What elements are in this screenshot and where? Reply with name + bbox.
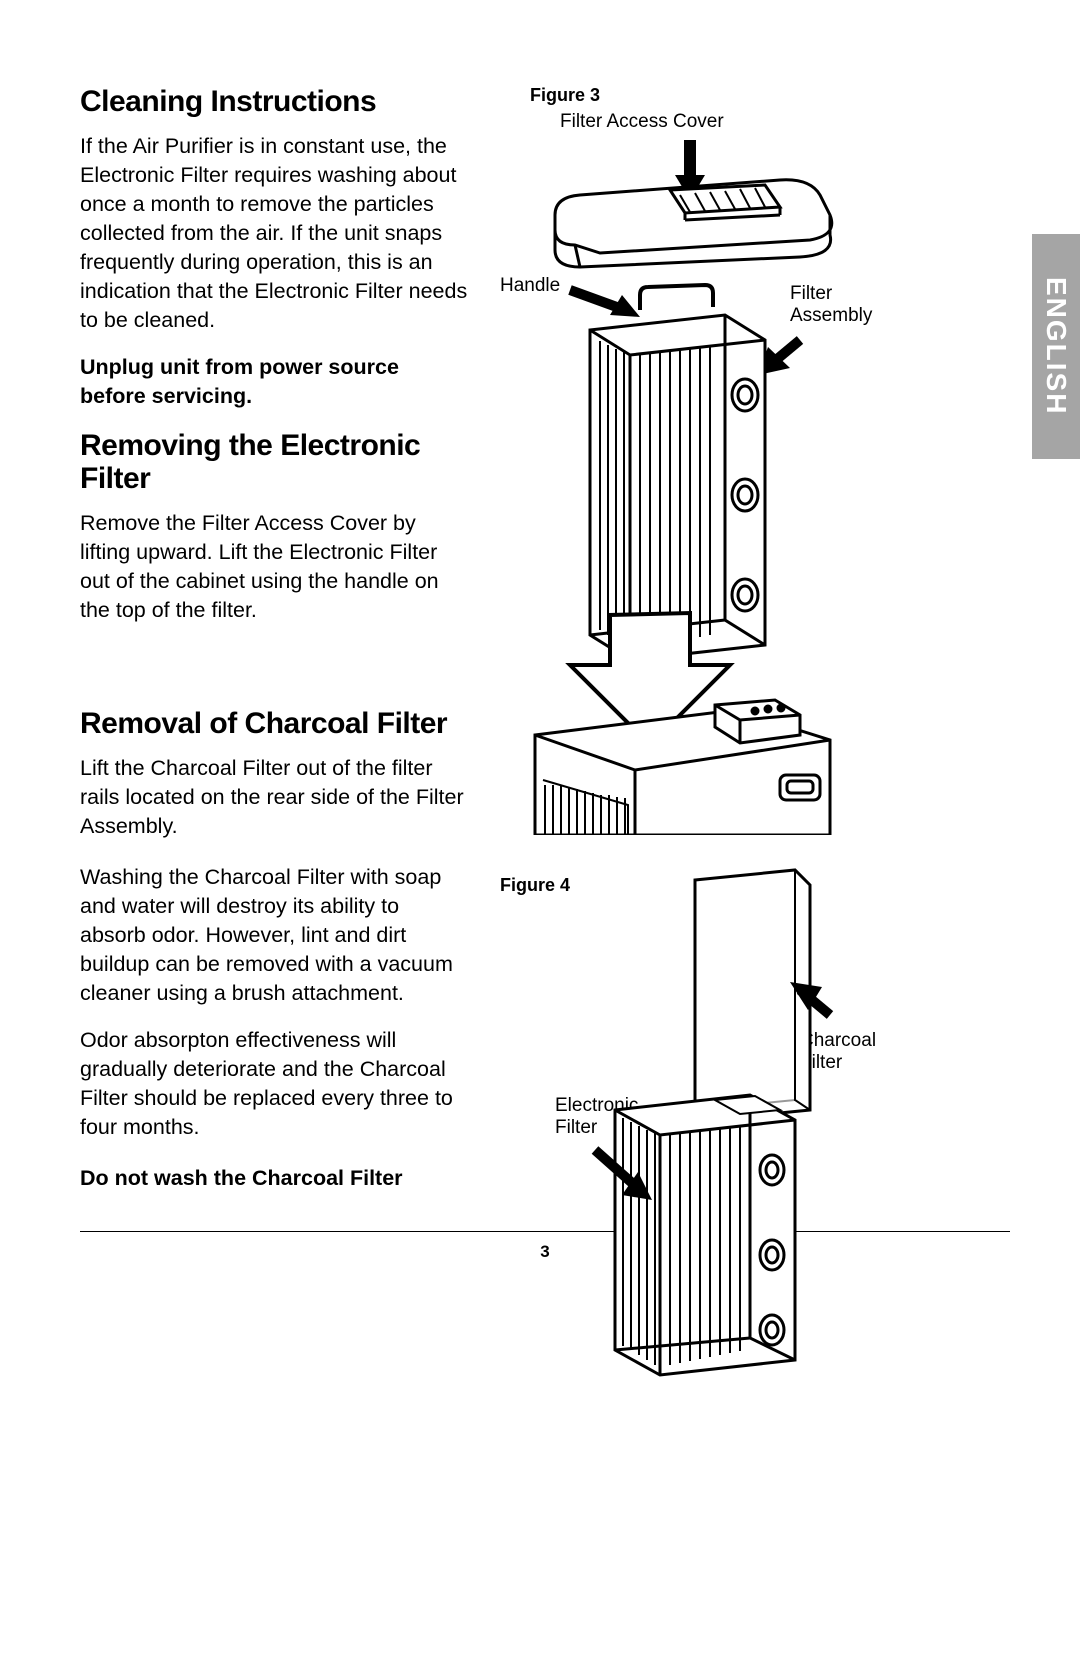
heading-removing: Removing the Electronic Filter	[80, 429, 470, 495]
heading-removal: Removal of Charcoal Filter	[80, 707, 470, 740]
figure-column: Figure 3 Filter Access Cover Handle Filt…	[500, 85, 1010, 1211]
para-removal-2: Washing the Charcoal Filter with soap an…	[80, 863, 470, 1008]
text-column: Cleaning Instructions If the Air Purifie…	[80, 85, 470, 1211]
para-removal-3: Odor absorpton effectiveness will gradua…	[80, 1026, 470, 1142]
warning-no-wash: Do not wash the Charcoal Filter	[80, 1164, 470, 1193]
warning-unplug: Unplug unit from power source before ser…	[80, 353, 470, 411]
page-content: Cleaning Instructions If the Air Purifie…	[0, 0, 1080, 1302]
para-removing-1: Remove the Filter Access Cover by liftin…	[80, 509, 470, 625]
para-cleaning-1: If the Air Purifier is in constant use, …	[80, 132, 470, 335]
figure-4-illustration	[500, 860, 920, 1380]
heading-cleaning: Cleaning Instructions	[80, 85, 470, 118]
para-removal-1: Lift the Charcoal Filter out of the filt…	[80, 754, 470, 841]
figure-3-illustration	[500, 85, 920, 835]
